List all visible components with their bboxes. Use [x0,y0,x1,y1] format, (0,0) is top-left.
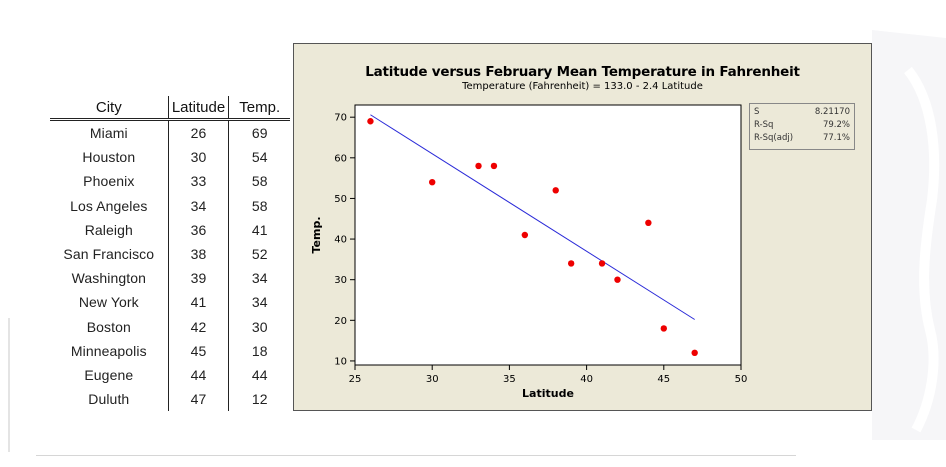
plot-area [354,104,742,366]
temp-cell: 18 [251,342,268,359]
city-cell: Boston [86,318,131,335]
stat-value: 8.21170 [814,107,850,117]
table-row: Houston 30 54 [50,145,290,170]
temp-cell: 44 [251,366,268,383]
scatter-plot: 25 30 35 40 45 50 10 20 30 40 50 60 70 Latitude Temp. [310,104,748,400]
data-point [367,118,374,125]
table-row: Raleigh 36 41 [50,217,290,242]
chart-title: Latitude versus February Mean Temperatur… [365,64,800,80]
y-tick-label: 10 [334,356,347,367]
stat-value: 77.1% [822,133,850,143]
table-row: Washington 39 34 [50,266,290,291]
stat-row: S 8.21170 [754,106,850,119]
y-tick-label: 20 [334,316,347,327]
temp-cell: 34 [251,294,268,311]
header-latitude: Latitude [167,96,230,120]
stat-label: S [754,107,760,117]
header-city: City [95,98,122,116]
chart-panel: Latitude versus February Mean Temperatur… [293,43,872,411]
temp-cell: 52 [251,246,268,263]
city-cell: Washington [71,270,146,287]
data-point [567,260,575,267]
city-cell: Phoenix [83,173,135,190]
y-tick-label: 30 [334,275,347,286]
stat-label: R-Sq(adj) [754,133,794,143]
x-tick-label: 40 [580,374,593,385]
y-axis-label: Temp. [310,216,323,253]
city-cell: Los Angeles [70,197,148,214]
temp-cell: 54 [251,149,268,166]
table-row: Boston 42 30 [50,314,290,339]
data-point [521,231,529,239]
city-cell: Duluth [88,391,130,408]
regression-line [370,114,695,320]
data-point [691,349,698,357]
divider [8,318,10,452]
city-data-table: City Latitude Temp. Miami 26 69 Houston 30 54… [50,96,290,412]
stat-row: R-Sq 79.2% [754,119,850,132]
data-point [660,325,667,332]
latitude-cell: 45 [167,338,230,363]
stat-value: 79.2% [822,120,850,130]
temp-cell: 58 [251,173,268,190]
y-tick-label: 70 [334,113,347,124]
latitude-cell: 36 [167,217,230,242]
table-row: New York 41 34 [50,290,290,315]
y-tick-label: 40 [334,235,347,246]
y-tick-label: 60 [334,153,347,164]
data-point [490,162,498,170]
regression-stats-box: S 8.21170 R-Sq 79.2% R-Sq(adj) 77.1% [749,103,855,150]
temp-cell: 69 [251,125,268,142]
latitude-cell: 26 [167,119,230,146]
x-axis-label: Latitude [522,387,574,400]
stat-row: R-Sq(adj) 77.1% [754,132,850,145]
divider [36,455,796,456]
table-row: San Francisco 38 52 [50,241,290,267]
temp-cell: 41 [251,221,268,238]
latitude-cell: 34 [167,193,230,218]
latitude-cell: 39 [167,266,230,291]
x-tick-label: 25 [349,374,362,385]
latitude-cell: 38 [167,241,230,267]
data-point [598,260,606,267]
x-tick-label: 30 [426,374,439,385]
city-cell: Houston [82,149,136,166]
city-cell: Eugene [84,366,134,383]
city-cell: San Francisco [63,246,155,263]
table-row: Phoenix 33 58 [50,169,290,194]
latitude-cell: 30 [167,145,230,170]
y-tick-label: 50 [334,194,347,205]
regression-equation: Temperature (Fahrenheit) = 133.0 - 2.4 L… [462,81,703,92]
city-cell: Minneapolis [70,342,147,359]
table-header-row: City Latitude Temp. [50,96,290,120]
table-row: Eugene 44 44 [50,362,290,388]
data-point [614,276,621,283]
temp-cell: 34 [251,270,268,287]
table-row: Minneapolis 45 18 [50,338,290,363]
city-cell: Miami [89,125,128,142]
latitude-cell: 33 [167,169,230,194]
decorative-edge [872,30,946,440]
table-row: Miami 26 69 [50,119,290,146]
city-cell: Raleigh [84,221,133,238]
data-point [475,162,482,170]
table-row: Duluth 47 12 [50,387,290,412]
x-tick-label: 45 [657,374,670,385]
latitude-cell: 42 [167,314,230,339]
x-tick-label: 50 [735,374,748,385]
table-row: Los Angeles 34 58 [50,193,290,218]
header-temp: Temp. [239,98,281,116]
city-cell: New York [78,294,139,311]
data-point [645,219,652,227]
latitude-cell: 47 [167,387,230,412]
latitude-cell: 41 [167,290,230,315]
data-point [552,187,559,194]
temp-cell: 58 [251,197,268,214]
temp-cell: 30 [251,318,268,335]
data-point [429,178,436,186]
x-tick-label: 35 [503,374,516,385]
temp-cell: 12 [251,391,268,408]
stat-label: R-Sq [754,120,774,130]
latitude-cell: 44 [167,362,230,388]
